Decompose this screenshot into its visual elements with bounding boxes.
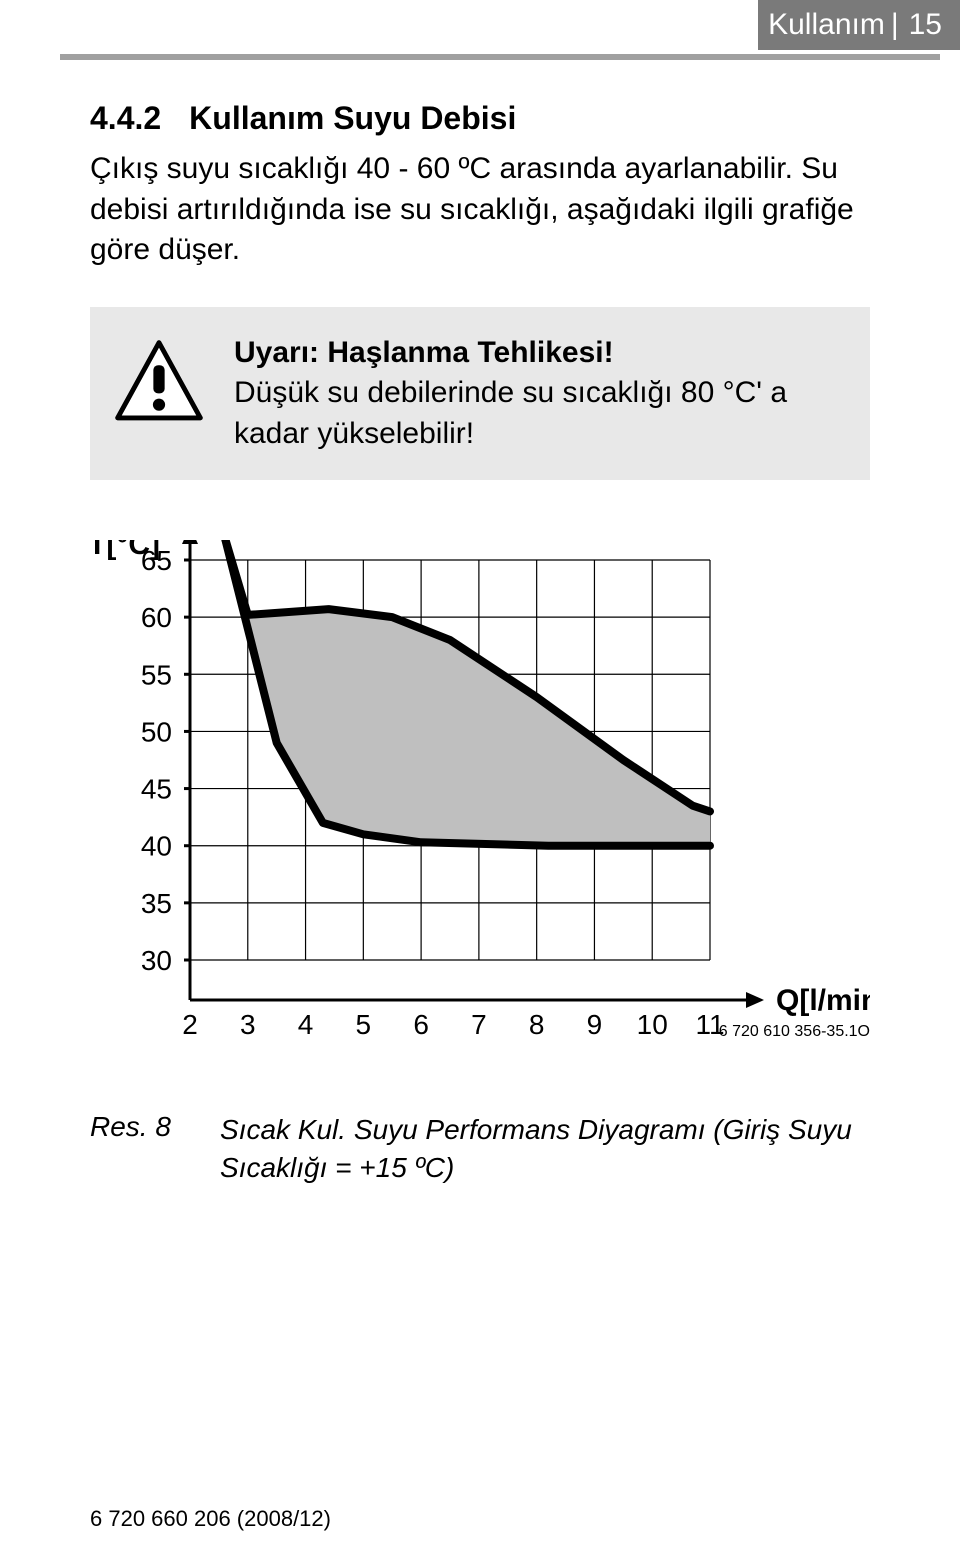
svg-text:T[°C]: T[°C] <box>88 540 160 561</box>
svg-text:5: 5 <box>356 1009 372 1040</box>
performance-chart: 6560555045403530T[°C]234567891011Q[l/min… <box>80 540 870 1075</box>
chart-svg: 6560555045403530T[°C]234567891011Q[l/min… <box>80 540 870 1070</box>
section-paragraph: Çıkış suyu sıcaklığı 40 - 60 ºC arasında… <box>90 149 870 271</box>
header-section: Kullanım <box>768 8 885 42</box>
header-tab: Kullanım | 15 <box>758 0 960 50</box>
header-rule <box>60 54 940 60</box>
warning-text: Uyarı: Haşlanma Tehlikesi! Düşük su debi… <box>234 333 844 455</box>
svg-text:10: 10 <box>637 1009 668 1040</box>
svg-text:30: 30 <box>141 945 172 976</box>
warning-heading: Uyarı: Haşlanma Tehlikesi! <box>234 336 614 369</box>
page-content: 4.4.2 Kullanım Suyu Debisi Çıkış suyu sıc… <box>90 100 870 1187</box>
header-divider-bar: | <box>891 8 899 42</box>
svg-text:55: 55 <box>141 659 172 690</box>
figure-caption: Res. 8 Sıcak Kul. Suyu Performans Diyagr… <box>90 1111 870 1187</box>
svg-text:50: 50 <box>141 716 172 747</box>
svg-text:Q[l/min]: Q[l/min] <box>776 984 870 1017</box>
footer-reference: 6 720 660 206 (2008/12) <box>90 1506 331 1532</box>
svg-text:6 720 610 356-35.1O: 6 720 610 356-35.1O <box>719 1023 870 1040</box>
section-heading: 4.4.2 Kullanım Suyu Debisi <box>90 100 870 137</box>
svg-text:6: 6 <box>413 1009 429 1040</box>
page-header: Kullanım | 15 <box>758 0 960 50</box>
svg-text:3: 3 <box>240 1009 256 1040</box>
svg-text:45: 45 <box>141 774 172 805</box>
section-title-text: Kullanım Suyu Debisi <box>189 100 516 136</box>
header-page-number: 15 <box>909 8 942 42</box>
section-number: 4.4.2 <box>90 100 161 136</box>
svg-text:40: 40 <box>141 831 172 862</box>
svg-text:4: 4 <box>298 1009 314 1040</box>
svg-text:35: 35 <box>141 888 172 919</box>
warning-icon <box>112 337 206 431</box>
svg-text:60: 60 <box>141 602 172 633</box>
svg-text:9: 9 <box>587 1009 603 1040</box>
svg-text:8: 8 <box>529 1009 545 1040</box>
svg-text:7: 7 <box>471 1009 487 1040</box>
warning-callout: Uyarı: Haşlanma Tehlikesi! Düşük su debi… <box>90 307 870 481</box>
svg-text:2: 2 <box>182 1009 198 1040</box>
figure-number: Res. 8 <box>90 1111 220 1187</box>
figure-caption-text: Sıcak Kul. Suyu Performans Diyagramı (Gi… <box>220 1111 870 1187</box>
warning-body: Düşük su debilerinde su sıcaklığı 80 °C'… <box>234 376 787 450</box>
